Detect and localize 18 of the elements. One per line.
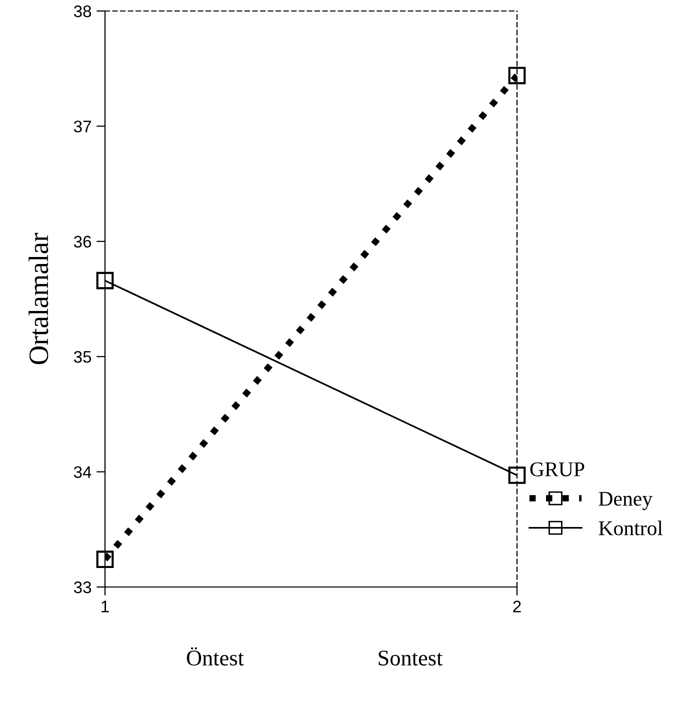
point <box>96 550 114 568</box>
y-tick-label: 35 <box>74 351 92 363</box>
x-tick-label: 2 <box>513 600 521 612</box>
point <box>96 272 114 290</box>
y-tick-label: 37 <box>74 120 91 132</box>
text: Sontest <box>378 650 443 666</box>
y-tick-label: 36 <box>74 236 92 248</box>
x-tick-label: 1 <box>102 600 109 612</box>
y-axis-title: Ortalamalar <box>28 232 48 364</box>
y-tick-label: 33 <box>74 581 92 594</box>
text: Öntest <box>186 647 244 666</box>
y-tick-label: 38 <box>74 5 92 18</box>
point <box>508 66 526 84</box>
y-tick-label: 34 <box>74 466 92 478</box>
point <box>508 466 526 484</box>
legend-label: Kontrol <box>598 520 663 536</box>
legend-label: Deney <box>598 492 652 510</box>
legend-title: GRUP <box>530 462 584 476</box>
